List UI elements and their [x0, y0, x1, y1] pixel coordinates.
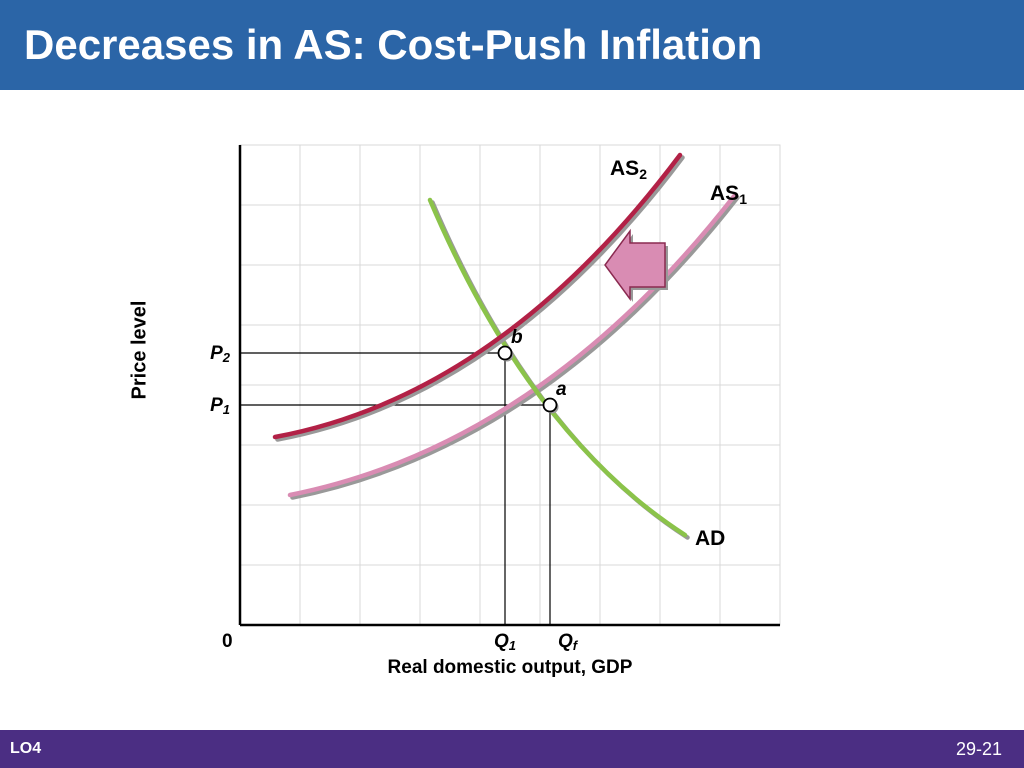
chart-area: baAS2AS1ADP2P1Q1Qf0Real domestic output,… — [180, 125, 800, 685]
footer-right: 29-21 — [956, 739, 1002, 760]
chart-svg: baAS2AS1ADP2P1Q1Qf0Real domestic output,… — [180, 125, 800, 685]
svg-text:b: b — [511, 327, 523, 348]
y-axis-label: Price level — [129, 301, 152, 400]
footer-left: LO4 — [10, 740, 41, 758]
footer-bar: LO4 29-21 — [0, 730, 1024, 768]
svg-text:AD: AD — [695, 527, 725, 550]
svg-text:a: a — [556, 379, 567, 400]
title-bar: Decreases in AS: Cost-Push Inflation — [0, 0, 1024, 90]
svg-text:P2: P2 — [210, 343, 231, 365]
svg-text:Real domestic output, GDP: Real domestic output, GDP — [388, 657, 633, 678]
svg-text:Q1: Q1 — [494, 631, 516, 653]
svg-text:Qf: Qf — [558, 631, 579, 653]
page-title: Decreases in AS: Cost-Push Inflation — [24, 21, 762, 69]
svg-text:P1: P1 — [210, 395, 230, 417]
svg-text:0: 0 — [222, 631, 233, 652]
